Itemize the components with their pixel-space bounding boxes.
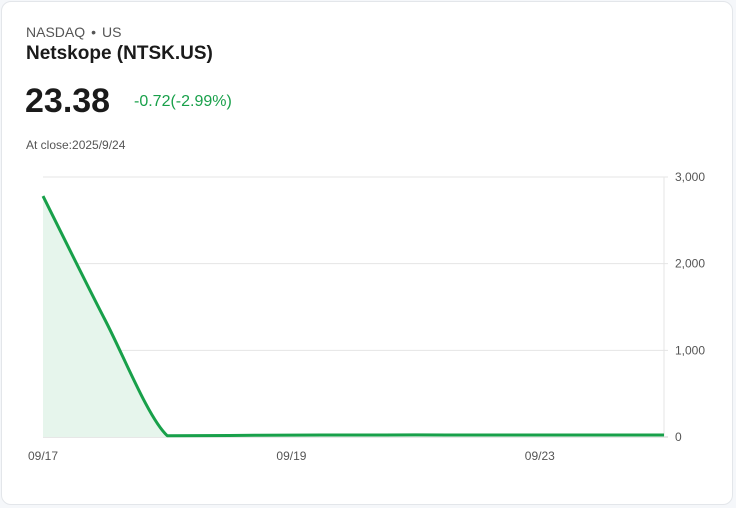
chart-area-fill	[43, 196, 664, 437]
exchange-info: NASDAQ • US	[26, 24, 121, 40]
x-tick-label: 09/17	[28, 449, 58, 463]
y-tick-label: 1,000	[675, 343, 705, 357]
x-tick-label: 09/23	[525, 449, 555, 463]
at-close-date: At close:2025/9/24	[26, 138, 126, 152]
separator-dot: •	[91, 24, 97, 40]
y-tick-label: 0	[675, 430, 682, 444]
y-tick-label: 2,000	[675, 257, 705, 271]
price-change: -0.72(-2.99%)	[134, 93, 232, 110]
x-axis-labels: 09/17 09/19 09/23	[28, 449, 555, 463]
y-axis-labels: 0 1,000 2,000 3,000	[675, 170, 705, 444]
exchange-name: NASDAQ	[26, 24, 86, 40]
chart-line	[41, 195, 664, 438]
x-tick-label: 09/19	[276, 449, 306, 463]
region: US	[102, 24, 122, 40]
stock-title: Netskope (NTSK.US)	[26, 43, 213, 64]
y-tick-label: 3,000	[675, 170, 705, 184]
stock-price: 23.38	[25, 82, 111, 120]
